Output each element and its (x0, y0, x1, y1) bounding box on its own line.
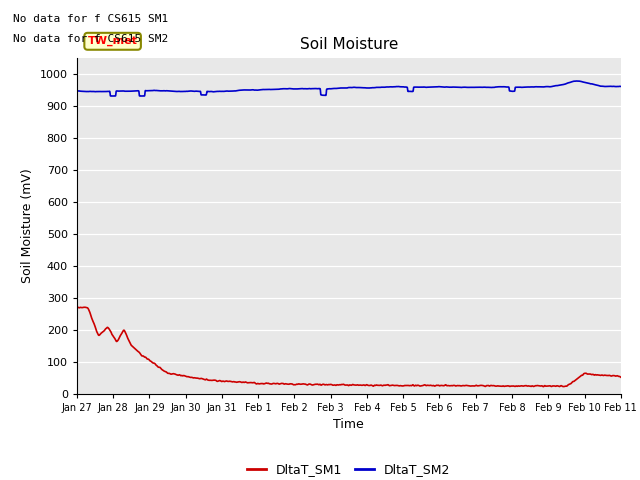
DltaT_SM2 (135, 89, 143, 95)
DltaT_SM1 (540, 384, 547, 389)
Text: No data for f CS615 SM1: No data for f CS615 SM1 (13, 14, 168, 24)
Text: TW_met: TW_met (88, 36, 138, 47)
DltaT_SM2 (73, 88, 81, 94)
DltaT_SM1 (73, 304, 81, 310)
DltaT_SM1 (167, 372, 175, 377)
DltaT_SM2 (168, 88, 175, 94)
DltaT_SM2 (107, 93, 115, 99)
Y-axis label: Soil Moisture (mV): Soil Moisture (mV) (21, 168, 34, 283)
DltaT_SM1 (135, 349, 143, 355)
DltaT_SM1 (282, 381, 289, 386)
DltaT_SM2 (572, 78, 580, 84)
DltaT_SM2 (607, 84, 614, 89)
DltaT_SM2 (305, 86, 313, 92)
Legend: DltaT_SM1, DltaT_SM2: DltaT_SM1, DltaT_SM2 (243, 458, 455, 480)
DltaT_SM1 (548, 384, 556, 389)
Line: DltaT_SM1: DltaT_SM1 (77, 307, 621, 386)
DltaT_SM2 (282, 86, 289, 92)
DltaT_SM1 (607, 373, 614, 379)
Text: No data for f CS615 SM2: No data for f CS615 SM2 (13, 34, 168, 44)
Line: DltaT_SM2: DltaT_SM2 (77, 81, 621, 96)
X-axis label: Time: Time (333, 418, 364, 431)
Title: Soil Moisture: Soil Moisture (300, 37, 398, 52)
DltaT_SM1 (617, 374, 625, 380)
DltaT_SM1 (305, 381, 313, 387)
DltaT_SM2 (617, 84, 625, 89)
DltaT_SM2 (548, 84, 556, 89)
